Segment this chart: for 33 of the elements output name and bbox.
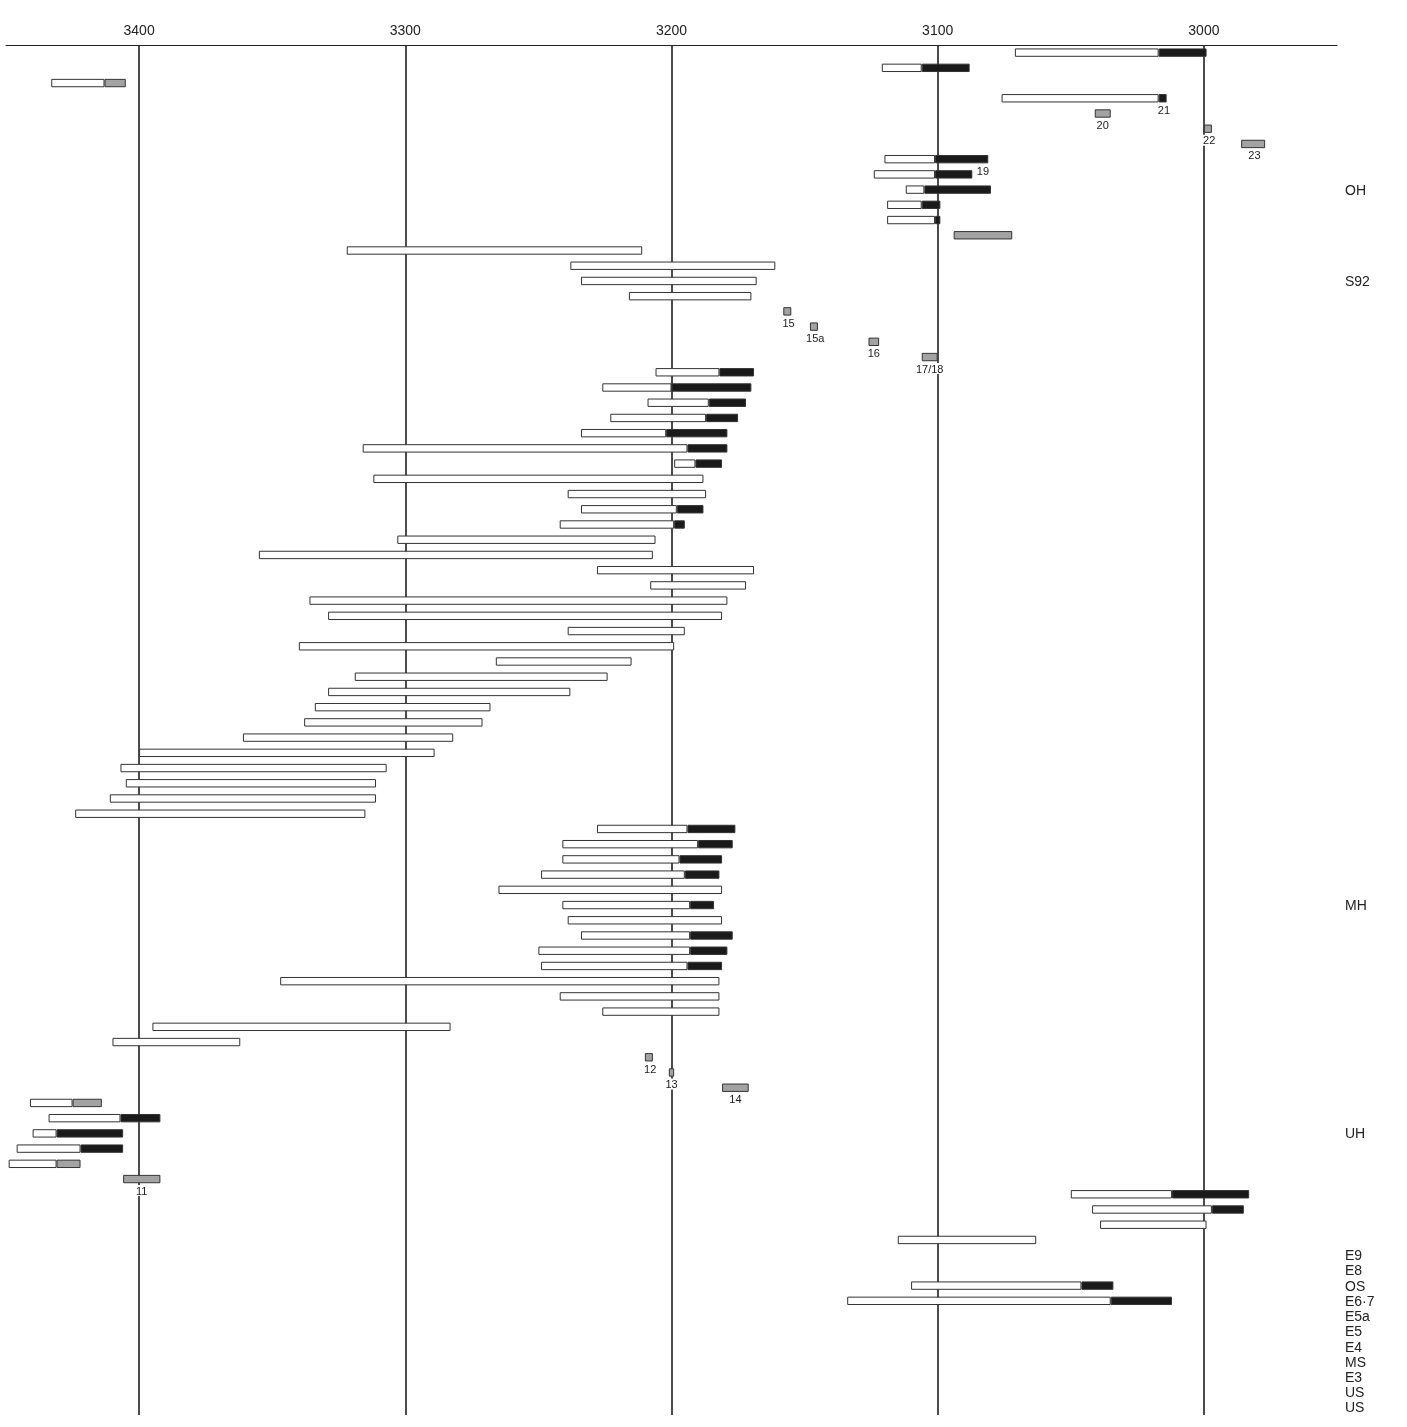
annotation: 20 — [1096, 119, 1109, 131]
y-tick-label: MH — [1345, 897, 1367, 914]
y-tick-label: E8 — [1345, 1262, 1363, 1279]
x-tick-label: 3400 — [123, 22, 155, 38]
annotation: 22 — [1203, 134, 1216, 147]
y-tick-label: E3 — [1345, 1368, 1363, 1385]
y-tick-label: E9 — [1345, 1247, 1363, 1264]
annotation: 15a — [806, 332, 826, 345]
annotation: 12 — [644, 1062, 657, 1075]
annotation: 15 — [782, 316, 795, 329]
y-tick-label: MS — [1345, 1353, 1366, 1370]
y-tick-label: E5 — [1345, 1323, 1363, 1340]
y-tick-label: OH — [1345, 181, 1366, 198]
y-tick-label: E6·7 — [1345, 1292, 1375, 1309]
x-tick-label: 3200 — [655, 22, 688, 38]
y-tick-label: UH — [1345, 1125, 1366, 1142]
annotation: 13 — [665, 1078, 678, 1090]
y-tick-label: S92 — [1345, 272, 1371, 289]
x-tick-label: 3300 — [389, 22, 422, 38]
x-tick-label: 3000 — [1188, 22, 1220, 38]
annotation: 17/18 — [915, 362, 944, 375]
y-tick-label: E5a — [1345, 1308, 1371, 1325]
annotation: 21 — [1157, 103, 1171, 116]
annotation: 14 — [729, 1093, 742, 1106]
annotation: 11 — [136, 1184, 148, 1197]
y-tick-label: OS — [1345, 1277, 1366, 1294]
annotation: 23 — [1248, 149, 1261, 162]
y-tick-label: E4 — [1345, 1338, 1363, 1355]
annotation: 19 — [976, 164, 990, 177]
y-tick-label: US — [1345, 1399, 1365, 1416]
y-tick-label: US — [1345, 1384, 1365, 1401]
x-tick-label: 3100 — [922, 22, 954, 38]
annotation: 16 — [867, 347, 880, 360]
